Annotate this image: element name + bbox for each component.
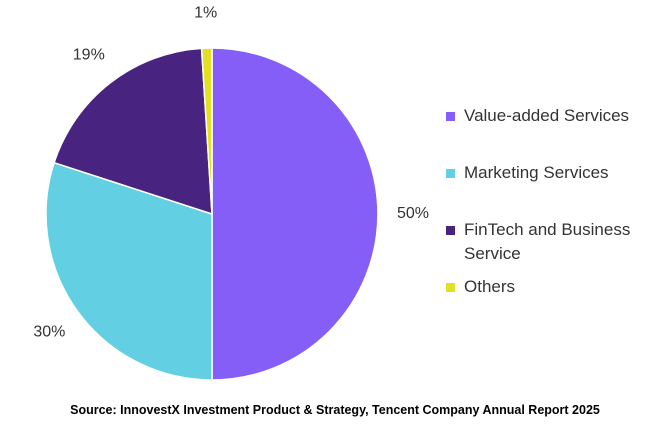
pie-label-marketing-services: 30% — [33, 323, 65, 340]
legend-swatch-others — [446, 283, 455, 292]
labels-layer: 50% 30% 19% 1% — [33, 4, 429, 340]
legend-label-value-added-services: Value-added Services — [464, 106, 630, 125]
legend-swatch-marketing-services — [446, 169, 455, 178]
pie-label-others: 1% — [194, 4, 217, 21]
legend-swatch-value-added-services — [446, 112, 455, 121]
legend-item-fintech-business-service: FinTech and Business Service — [446, 218, 654, 266]
legend-label-fintech-business-service: FinTech and Business Service — [464, 220, 631, 263]
slices-layer — [45, 47, 379, 381]
pie-slice-marketing-services — [45, 161, 213, 381]
chart-source-note: Source: InnovestX Investment Product & S… — [70, 403, 600, 417]
legend-label-others: Others — [464, 277, 516, 296]
pie-label-value-added-services: 50% — [397, 205, 429, 222]
legend-item-marketing-services: Marketing Services — [446, 161, 670, 185]
pie-label-fintech-and-business-service: 19% — [73, 46, 105, 63]
legend-swatch-fintech-business-service — [446, 226, 455, 235]
legend-label-marketing-services: Marketing Services — [464, 163, 609, 182]
legend-item-others: Others — [446, 275, 670, 299]
legend-item-value-added-services: Value-added Services — [446, 104, 670, 128]
pie-slice-fintech-and-business-service — [53, 47, 213, 215]
pie-slice-value-added-services — [211, 47, 379, 381]
pie-slice-others — [200, 47, 213, 215]
